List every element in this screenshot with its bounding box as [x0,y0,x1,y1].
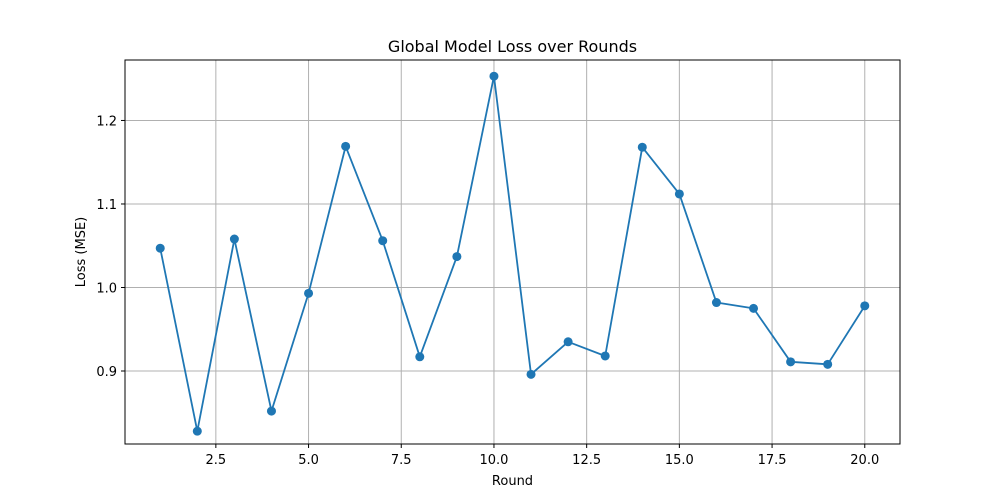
x-tick-label: 10.0 [479,453,508,468]
data-point [229,234,239,244]
data-point [192,426,202,436]
data-point [341,141,351,151]
data-point [749,303,759,313]
x-tick-label: 5.0 [298,453,319,468]
y-tick-label: 1.0 [96,281,117,296]
data-point [786,357,796,367]
data-point [637,142,647,152]
data-point [304,288,314,298]
axis-ticks: 2.5 5.0 7.5 10.0 12.5 15.0 17.5 20.0 0.9 1.0 1.1 1.… [96,114,879,468]
data-point [600,351,610,361]
series-layer [155,71,870,436]
data-point [489,71,499,81]
data-point [860,301,870,311]
x-tick-label: 20.0 [850,453,879,468]
data-point [711,298,721,308]
x-tick-label: 7.5 [391,453,412,468]
x-tick-label: 15.0 [665,453,694,468]
x-axis-label: Round [492,474,533,489]
y-tick-label: 1.2 [96,114,117,129]
series-line [159,75,866,433]
chart-title: Global Model Loss over Rounds [388,37,637,56]
data-point [823,359,833,369]
y-tick-label: 0.9 [96,365,117,380]
data-point [266,406,276,416]
data-point [452,252,462,262]
data-point [563,337,573,347]
plot-frame [124,59,901,445]
data-point [674,189,684,199]
x-tick-label: 2.5 [206,453,227,468]
x-tick-label: 17.5 [758,453,787,468]
y-tick-label: 1.1 [96,198,117,213]
data-point [378,236,388,246]
data-point [155,243,165,253]
data-point [526,369,536,379]
x-tick-label: 12.5 [572,453,601,468]
grid [125,60,900,444]
y-axis-label: Loss (MSE) [74,217,89,287]
data-point [415,352,425,362]
